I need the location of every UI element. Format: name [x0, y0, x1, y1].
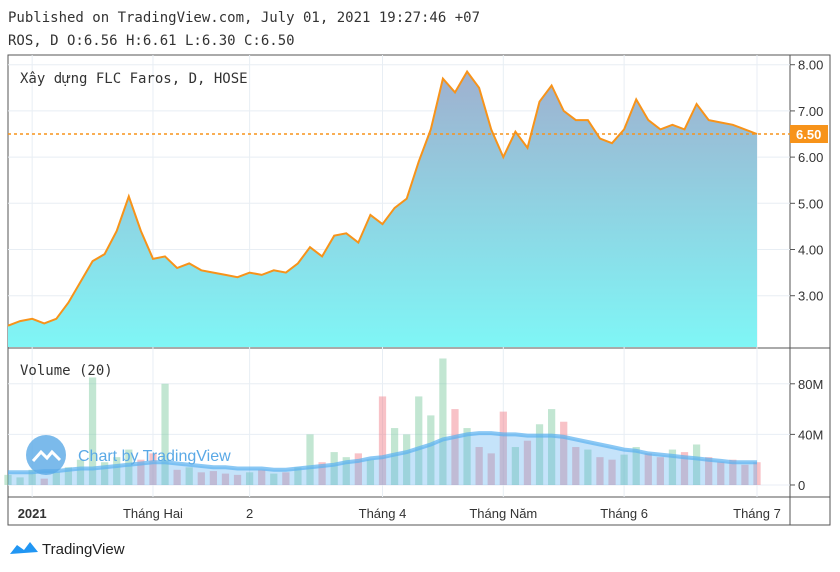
volume-bar — [76, 459, 85, 485]
volume-bar — [692, 444, 701, 485]
average-line — [8, 431, 757, 475]
volume-bar — [4, 474, 12, 485]
x-tick-label: 2021 — [18, 506, 47, 521]
volume-bar — [318, 462, 326, 485]
volume-bar — [717, 462, 725, 485]
y-tick-label: 8.00 — [798, 58, 823, 73]
volume-bar — [197, 472, 205, 485]
volume-bar — [330, 452, 338, 485]
x-tick-label: Tháng Hai — [123, 506, 183, 521]
x-tick-label: Tháng 4 — [359, 506, 407, 521]
volume-bar — [548, 409, 556, 485]
y-tick-label: 80M — [798, 377, 823, 392]
volume-bar — [475, 447, 483, 485]
volume-bar — [596, 457, 604, 485]
brand-logo — [10, 542, 38, 554]
last-price-label: 6.50 — [796, 127, 821, 142]
y-tick-label: 40M — [798, 427, 823, 442]
volume-bar — [306, 434, 314, 485]
watermark-icon — [31, 449, 62, 462]
ohlc: ROS, D O:6.56 H:6.61 L:6.30 C:6.50 — [8, 33, 295, 49]
y-tick-label: 7.00 — [798, 104, 823, 119]
y-tick-label: 4.00 — [798, 243, 823, 258]
volume-bar — [354, 453, 362, 485]
volume-bar — [753, 462, 761, 485]
volume-bar — [221, 473, 230, 485]
last-price-box — [790, 125, 828, 144]
volume-bar — [487, 453, 495, 485]
published: Published on TradingView.com, July 01, 2… — [8, 10, 480, 26]
volume-bar — [632, 447, 640, 485]
volume-bar — [294, 467, 302, 485]
volume-bar — [656, 457, 664, 485]
frame — [7, 54, 831, 526]
pane-title: Xây dựng FLC Faros, D, HOSE — [20, 71, 248, 87]
y-tick-label: 6.00 — [798, 150, 823, 165]
volume-bar — [705, 457, 713, 485]
volume-bar — [668, 449, 677, 485]
volume-bar — [64, 467, 73, 485]
y-tick-label: 5.00 — [798, 196, 823, 211]
volume-bar — [245, 472, 254, 485]
brand[interactable]: TradingView — [42, 541, 125, 558]
volume-bar — [173, 469, 181, 485]
x-tick-label: 2 — [246, 506, 253, 521]
volume-bar — [499, 411, 507, 485]
volume-bar — [572, 447, 580, 485]
volume-bar — [511, 447, 520, 485]
volume-bar — [378, 396, 387, 485]
volume-bar — [415, 396, 423, 485]
volume-bar — [403, 434, 411, 485]
volume-bar — [427, 415, 435, 485]
volume-bar — [52, 472, 60, 485]
volume-bar — [270, 473, 278, 485]
volume-bar — [161, 383, 169, 485]
line — [7, 69, 758, 327]
volume-bar — [88, 377, 97, 485]
volume-bar — [729, 459, 737, 485]
volume-bar — [451, 409, 459, 485]
volume-bar — [137, 459, 145, 485]
volume-bar — [16, 477, 24, 485]
volume-bar — [523, 440, 532, 485]
pane-title: Volume (20) — [20, 363, 113, 379]
watermark[interactable]: Chart by TradingView — [78, 448, 231, 465]
volume-bar — [463, 428, 471, 485]
volume-bar — [233, 474, 242, 485]
volume-bar — [185, 467, 193, 485]
volume-bar — [584, 449, 592, 485]
volume-bar — [560, 421, 568, 485]
y-tick-label: 0 — [798, 478, 805, 493]
volume-bar — [101, 462, 109, 485]
volume-bar — [741, 464, 749, 485]
y-tick-label: 3.00 — [798, 289, 823, 304]
volume-bar — [644, 453, 652, 485]
volume-bar — [113, 457, 121, 485]
volume-bar — [258, 469, 266, 485]
volume-bar — [28, 469, 36, 485]
volume-bar — [40, 478, 48, 485]
x-tick-label: Tháng 6 — [600, 506, 648, 521]
volume-bar — [149, 453, 157, 485]
volume-bar — [366, 459, 375, 485]
volume-bar — [209, 471, 217, 485]
volume-bar — [282, 472, 290, 485]
volume-bar — [620, 454, 628, 485]
volume-bar — [439, 358, 447, 485]
area — [8, 71, 757, 347]
volume-bar — [125, 449, 133, 485]
x-tick-label: Tháng Năm — [469, 506, 537, 521]
volume-bar — [535, 424, 544, 485]
volume-bar — [342, 457, 350, 485]
x-tick-label: Tháng 7 — [733, 506, 781, 521]
volume-bar — [608, 459, 616, 485]
volume-bar — [680, 452, 689, 485]
